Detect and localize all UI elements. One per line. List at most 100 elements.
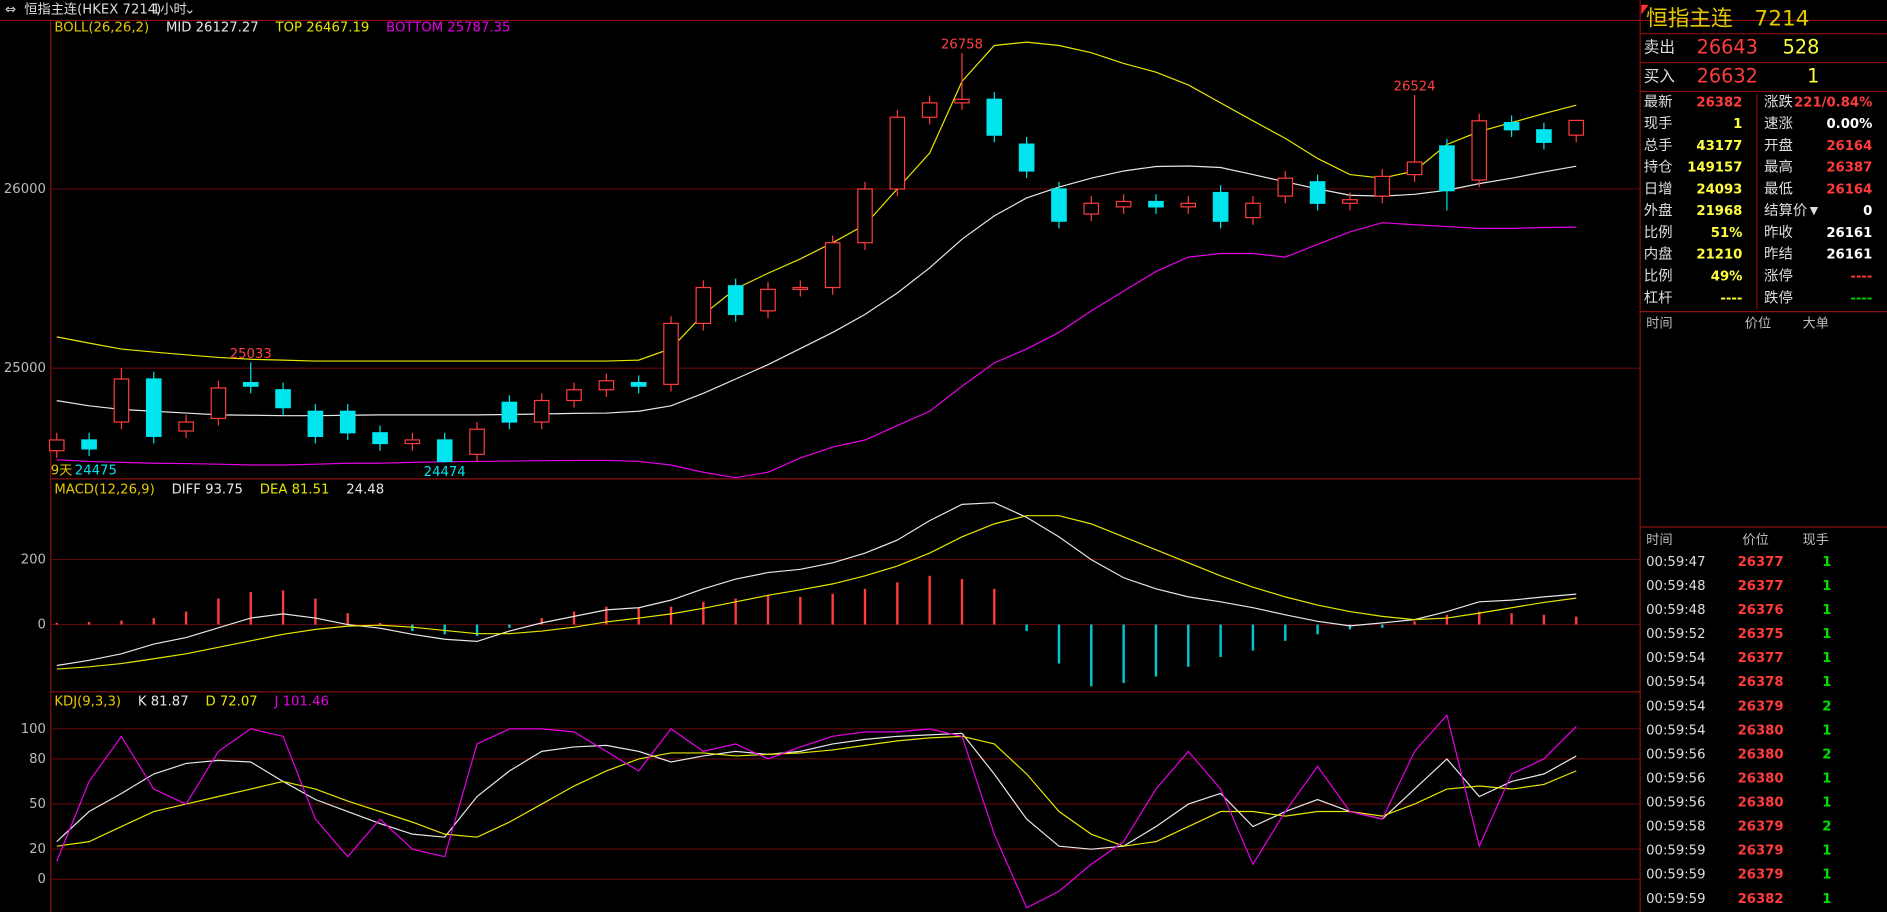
stat-value: 26161 bbox=[1826, 226, 1872, 241]
quote-code: 7214 bbox=[1754, 6, 1809, 31]
candle-body bbox=[1083, 202, 1100, 215]
column-header: 价位 bbox=[1745, 316, 1771, 332]
stat-value: 26164 bbox=[1826, 182, 1872, 197]
stat-label: 开盘 bbox=[1764, 136, 1793, 154]
trade-price: 26377 bbox=[1738, 555, 1784, 570]
stat-label: 昨收 bbox=[1764, 224, 1793, 241]
trade-price: 26375 bbox=[1738, 627, 1784, 642]
indicator-name: KDJ(9,3,3) bbox=[54, 694, 121, 709]
trade-time: 00:59:56 bbox=[1646, 796, 1705, 811]
trade-volume: 1 bbox=[1822, 555, 1831, 570]
indicator-line bbox=[56, 502, 1577, 667]
candle-body bbox=[889, 116, 906, 190]
candle-body bbox=[1406, 161, 1423, 176]
stat-label: 最新 bbox=[1644, 93, 1673, 110]
stat-label: 涨跌 bbox=[1764, 93, 1793, 110]
trade-time: 00:59:52 bbox=[1646, 627, 1705, 642]
candle-body bbox=[986, 98, 1003, 136]
candle-body bbox=[145, 378, 162, 437]
indicator-line bbox=[56, 41, 1577, 362]
candle-body bbox=[1148, 200, 1164, 208]
candle-body bbox=[857, 188, 873, 244]
y-tick-label: 50 bbox=[29, 797, 46, 812]
trade-volume: 1 bbox=[1822, 723, 1831, 738]
legend-entry: BOTTOM 25787.35 bbox=[386, 21, 510, 36]
trade-volume: 1 bbox=[1822, 892, 1831, 907]
candle-body bbox=[1374, 175, 1391, 197]
candle-body bbox=[275, 389, 291, 409]
candle-body bbox=[436, 439, 453, 463]
stat-value: 21968 bbox=[1696, 204, 1742, 219]
stat-value: 21210 bbox=[1696, 248, 1742, 263]
candle-body bbox=[113, 378, 130, 423]
trade-volume: 1 bbox=[1822, 796, 1831, 811]
trade-volume: 1 bbox=[1822, 868, 1831, 883]
price-annotation: 24474 bbox=[424, 465, 466, 480]
candle-body bbox=[1471, 120, 1488, 181]
stat-value: 26382 bbox=[1696, 95, 1742, 110]
trade-volume: 1 bbox=[1822, 771, 1831, 786]
price-annotation: 26758 bbox=[941, 38, 983, 53]
ask-price: 26643 bbox=[1697, 36, 1758, 59]
trade-time: 00:59:54 bbox=[1646, 651, 1705, 666]
trade-volume: 2 bbox=[1822, 747, 1831, 762]
column-header: 大单 bbox=[1803, 316, 1829, 332]
range-note: 24475 bbox=[75, 463, 117, 478]
legend-entry: K 81.87 bbox=[138, 694, 189, 709]
candle-body bbox=[1115, 200, 1132, 208]
stat-label: 结算价 bbox=[1764, 202, 1807, 219]
trade-time: 00:59:47 bbox=[1646, 555, 1705, 570]
trade-price: 26379 bbox=[1738, 820, 1784, 835]
candle-body bbox=[48, 439, 65, 452]
candle-body bbox=[81, 439, 97, 450]
ask-volume: 528 bbox=[1783, 36, 1820, 59]
trade-price: 26380 bbox=[1738, 796, 1784, 811]
trade-price: 26378 bbox=[1738, 675, 1784, 690]
candle-body bbox=[630, 381, 647, 387]
trade-time: 00:59:56 bbox=[1646, 747, 1705, 762]
trade-price: 26380 bbox=[1738, 723, 1784, 738]
stat-value: ---- bbox=[1850, 291, 1872, 306]
bid-price: 26632 bbox=[1697, 65, 1758, 88]
stat-value: 149157 bbox=[1687, 161, 1742, 176]
y-tick-label: 100 bbox=[21, 722, 46, 737]
legend-entry: 24.48 bbox=[346, 483, 384, 498]
candle-body bbox=[501, 401, 518, 423]
symbol[interactable]: 恒指主连(HKEX 7214) bbox=[24, 2, 161, 18]
trade-price: 26377 bbox=[1738, 651, 1784, 666]
candle-body bbox=[1018, 143, 1035, 172]
indicator-line bbox=[56, 714, 1577, 909]
candle-body bbox=[242, 381, 259, 387]
y-tick-label: 80 bbox=[29, 752, 46, 767]
indicator-name: BOLL(26,26,2) bbox=[54, 21, 149, 36]
trade-price: 26379 bbox=[1738, 868, 1784, 883]
stat-label: 速涨 bbox=[1764, 115, 1793, 132]
candle-body bbox=[1439, 145, 1455, 192]
trade-volume: 1 bbox=[1822, 675, 1831, 690]
stat-value: 51% bbox=[1711, 226, 1743, 241]
indicator-line bbox=[56, 732, 1577, 850]
y-tick-label: 0 bbox=[38, 618, 46, 633]
period-arrow[interactable]: ⌄ bbox=[184, 3, 195, 18]
candle-body bbox=[1180, 202, 1197, 208]
trade-volume: 2 bbox=[1822, 820, 1831, 835]
y-tick-label: 20 bbox=[29, 842, 46, 857]
candle-body bbox=[695, 286, 712, 325]
indicator-line bbox=[56, 735, 1577, 847]
trade-price: 26380 bbox=[1738, 747, 1784, 762]
candle-body bbox=[404, 439, 421, 445]
trade-volume: 2 bbox=[1822, 699, 1831, 714]
indicator-name: MACD(12,26,9) bbox=[54, 483, 154, 498]
stat-label: 总手 bbox=[1644, 137, 1673, 154]
legend-entry: DIFF 93.75 bbox=[172, 483, 243, 498]
legend-entry: TOP 26467.19 bbox=[275, 21, 370, 36]
stat-value: ---- bbox=[1850, 269, 1872, 284]
stat-label: 昨结 bbox=[1764, 246, 1793, 263]
candle-body bbox=[1568, 119, 1585, 136]
candle-body bbox=[1212, 191, 1229, 222]
trade-time: 00:59:59 bbox=[1646, 892, 1705, 907]
candle-body bbox=[792, 286, 809, 290]
period[interactable]: 1小时 bbox=[152, 2, 187, 18]
